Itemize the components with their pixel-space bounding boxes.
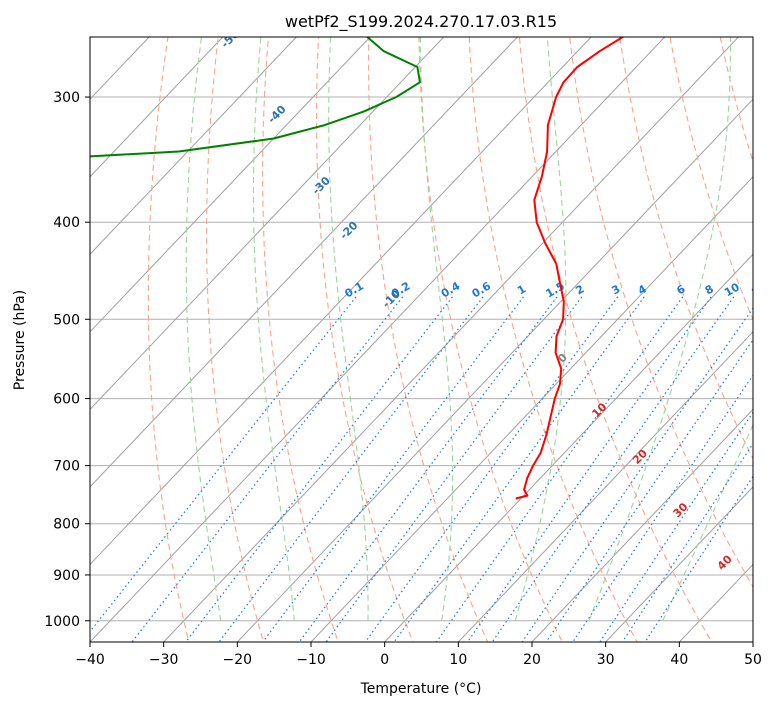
mixing-ratio-label: 4 [636, 282, 649, 297]
mixing-ratio-line [621, 442, 753, 642]
chart-title: wetPf2_S199.2024.270.17.03.R15 [285, 12, 557, 32]
mixing-ratio-line [131, 296, 404, 642]
isotherm-line [90, 37, 666, 642]
isotherm-line [90, 37, 445, 411]
isotherm-value-label: -50 [219, 27, 242, 50]
x-axis-label: Temperature (°C) [360, 681, 482, 697]
mixing-ratio-line [393, 296, 645, 642]
x-tick-label: 10 [449, 652, 467, 668]
isotherm-line [678, 563, 753, 642]
dry-adiabat [619, 37, 753, 460]
isotherm-line [163, 37, 740, 642]
dry-adiabat [768, 0, 775, 642]
isotherm-line [457, 331, 753, 642]
plot-area: 0.10.20.40.611.52346810131620253036-100-… [90, 0, 775, 642]
moist-adiabat [328, 37, 369, 621]
x-tick-label: 20 [523, 652, 541, 668]
mixing-ratio-label: 1 [515, 282, 528, 297]
isotherm-line [752, 641, 753, 642]
moist-adiabat [419, 37, 454, 621]
axes: −40−30−20−100102030405010020030040050060… [44, 90, 762, 668]
mixing-ratio-line [435, 296, 684, 642]
moist-adiabat [185, 37, 222, 621]
dry-adiabat [262, 37, 339, 642]
y-axis-label: Pressure (hPa) [12, 290, 28, 390]
mixing-ratio-line [364, 296, 619, 642]
y-tick-label: 600 [53, 392, 80, 408]
dry-adiabat [418, 37, 563, 642]
dewpoint-profile [90, 37, 421, 158]
mixing-ratio-label: 13 [749, 280, 769, 299]
x-tick-label: 50 [744, 652, 762, 668]
y-tick-label: 300 [53, 90, 80, 106]
mixing-ratio-line [644, 475, 753, 642]
dry-adiabat [147, 37, 190, 642]
dry-adiabat [468, 37, 638, 642]
y-tick-label: 400 [53, 215, 80, 231]
mixing-ratio-line [545, 338, 753, 642]
moist-adiabat [514, 37, 567, 621]
mixing-ratio-label: 0.1 [343, 279, 366, 300]
isotherm-line [90, 37, 150, 100]
y-tick-label: 700 [53, 459, 80, 475]
mixing-ratio-line [572, 374, 753, 642]
moist-adiabat [662, 423, 753, 622]
temperature-value-label: 30 [671, 500, 691, 520]
isotherm-line [605, 486, 753, 642]
moist-adiabat [588, 37, 732, 621]
dry-adiabat [518, 37, 713, 642]
mixing-ratio-line [491, 296, 735, 642]
temperature-value-label: 40 [715, 552, 735, 572]
dry-adiabat [569, 37, 753, 589]
x-tick-label: 40 [670, 652, 688, 668]
mixing-ratio-label: 0.6 [470, 279, 494, 300]
plot-frame [89, 36, 754, 643]
dry-adiabat [719, 37, 753, 164]
dry-adiabat [729, 0, 775, 642]
x-tick-label: 30 [597, 652, 615, 668]
isotherm-line [384, 253, 753, 642]
mixing-ratio-line [185, 296, 453, 642]
moist-adiabat [252, 37, 295, 621]
y-tick-label: 800 [53, 517, 80, 533]
mixing-ratio-line [262, 296, 524, 642]
mixing-ratio-line [298, 296, 558, 642]
isotherm-line [90, 37, 224, 178]
mixing-ratio-line [599, 411, 753, 642]
isotherm-line [531, 408, 753, 642]
y-tick-label: 1000 [44, 614, 80, 630]
x-tick-label: −20 [223, 652, 253, 668]
mixing-ratio-label: 16 [771, 280, 775, 299]
mixing-ratio-label: 6 [674, 282, 687, 297]
isotherm-line [310, 176, 753, 642]
y-tick-label: 900 [53, 568, 80, 584]
mixing-ratio-label: 2 [573, 282, 586, 297]
mixing-ratio-line [325, 296, 583, 642]
dry-adiabat [206, 37, 265, 642]
isotherm-line [90, 37, 592, 566]
mixing-ratio-line [218, 296, 484, 642]
isotherm-line [236, 98, 753, 642]
isotherm-line [90, 37, 519, 488]
x-tick-label: 0 [380, 652, 389, 668]
isotherm-value-label: -40 [265, 103, 288, 126]
temperature-profile [515, 37, 625, 500]
x-tick-label: −40 [75, 652, 105, 668]
temperature-value-label: 20 [630, 447, 650, 467]
y-tick-label: 500 [53, 312, 80, 328]
mixing-ratio-label: 0.4 [439, 279, 463, 300]
dry-adiabat [368, 37, 489, 642]
mixing-ratio-line [467, 296, 712, 642]
x-tick-label: −30 [149, 652, 179, 668]
dry-adiabat [316, 37, 414, 642]
isotherm-line [90, 37, 298, 256]
isotherm-line [90, 37, 371, 333]
mixing-ratio-line [90, 296, 357, 633]
x-tick-label: −10 [296, 652, 326, 668]
dry-adiabat [669, 37, 753, 322]
